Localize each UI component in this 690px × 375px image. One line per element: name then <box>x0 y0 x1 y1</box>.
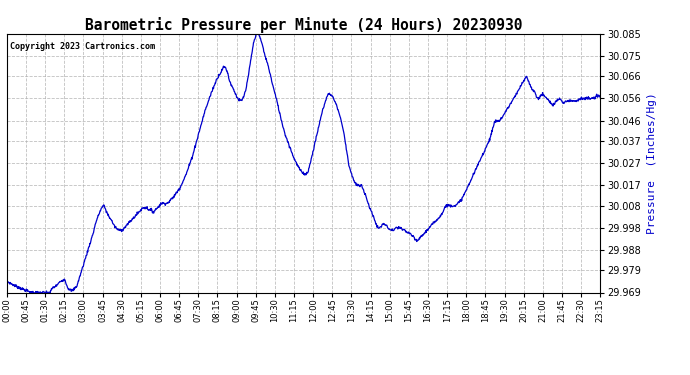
Y-axis label: Pressure  (Inches/Hg): Pressure (Inches/Hg) <box>647 92 657 234</box>
Text: Copyright 2023 Cartronics.com: Copyright 2023 Cartronics.com <box>10 42 155 51</box>
Title: Barometric Pressure per Minute (24 Hours) 20230930: Barometric Pressure per Minute (24 Hours… <box>85 16 522 33</box>
